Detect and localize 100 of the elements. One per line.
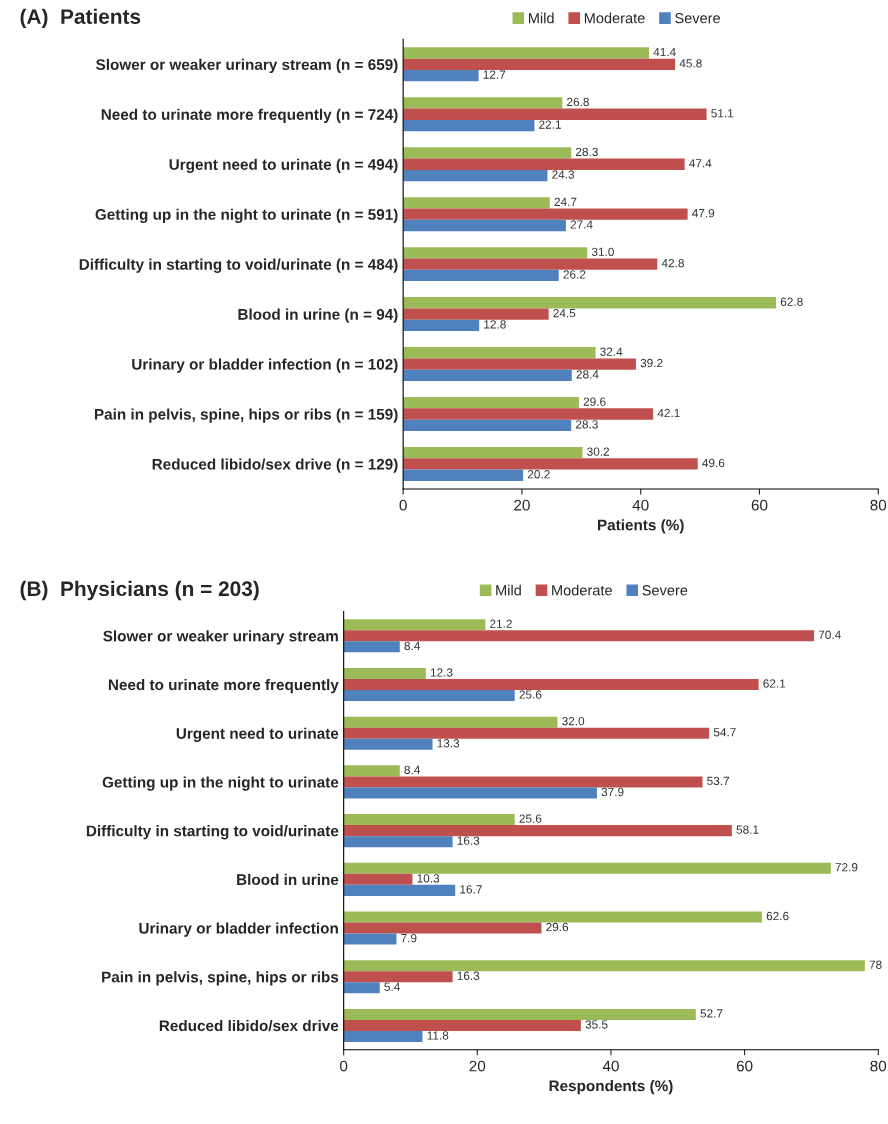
data-label: 25.6 [519, 814, 542, 823]
bar [403, 446, 583, 459]
legend-label: Mild [528, 12, 554, 24]
bar [343, 825, 732, 837]
y-tick-label: Reduced libido/sex drive [159, 1019, 339, 1032]
bar [343, 1030, 423, 1043]
bar [343, 836, 453, 848]
bar [403, 458, 698, 470]
y-tick-label: Urinary or bladder infection (n = 102) [132, 358, 398, 373]
data-label: 32.0 [562, 716, 585, 726]
x-axis-title: Respondents (%) [549, 1080, 673, 1095]
data-label: 26.8 [567, 97, 589, 107]
text: (A) Patients [20, 8, 141, 29]
bar [343, 690, 515, 702]
bar [343, 922, 542, 934]
bar [403, 47, 650, 59]
data-label: 16.3 [457, 971, 480, 980]
bar [403, 219, 566, 232]
x-tick-label: 0 [340, 1060, 348, 1072]
bar [403, 58, 676, 70]
bar [403, 369, 572, 382]
bar [403, 408, 654, 420]
data-label: 70.4 [818, 630, 841, 639]
legend-label: Moderate [584, 12, 645, 24]
data-label: 12.7 [483, 70, 506, 79]
y-tick-label: Getting up in the night to urinate [102, 776, 339, 791]
bar [343, 738, 433, 750]
data-label: 11.8 [427, 1031, 449, 1040]
legend-label: Severe [642, 585, 688, 596]
y-tick-label: Urgent need to urinate (n = 494) [169, 158, 398, 173]
data-label: 28.4 [576, 370, 599, 379]
data-label: 10.3 [417, 874, 440, 883]
y-tick-label: Pain in pelvis, spine, hips or ribs [102, 971, 339, 986]
y-tick-label: Blood in urine (n = 94) [238, 308, 398, 323]
bar [403, 297, 777, 309]
data-label: 12.8 [484, 320, 506, 329]
y-tick-label: Slower or weaker urinary stream (n = 659) [96, 58, 398, 74]
bar [403, 69, 479, 82]
bar [343, 873, 413, 885]
data-label: 12.3 [430, 668, 453, 677]
data-label: 30.2 [587, 447, 610, 456]
data-label: 26.2 [563, 270, 586, 279]
y-tick-label: Getting up in the night to urinate (n = 591) [95, 208, 398, 223]
y-tick-label: Difficulty in starting to void/urinate (n = 484) [79, 258, 398, 273]
x-tick-label: 40 [602, 1060, 619, 1072]
bar [343, 641, 400, 653]
data-label: 31.0 [591, 247, 614, 256]
data-label: 21.2 [490, 619, 512, 628]
bar [403, 347, 596, 359]
x-tick-label: 60 [751, 499, 768, 511]
legend-label: Severe [675, 13, 721, 24]
data-label: 29.6 [583, 397, 606, 406]
data-label: 29.6 [546, 922, 569, 932]
bar [403, 208, 688, 220]
data-label: 62.1 [763, 679, 786, 688]
bar [343, 765, 400, 777]
bar [403, 469, 524, 481]
data-label: 72.9 [835, 863, 858, 872]
bar [403, 158, 685, 170]
bar [403, 308, 549, 320]
bar [343, 787, 597, 799]
data-label: 32.4 [600, 347, 623, 356]
bar [343, 911, 762, 923]
bar [343, 716, 558, 728]
data-label: 78 [869, 960, 882, 969]
data-label: 45.8 [679, 59, 702, 68]
data-label: 8.4 [404, 765, 421, 775]
bar [403, 358, 636, 370]
data-label: 8.4 [404, 641, 421, 651]
bar [343, 679, 759, 691]
bar [403, 147, 572, 159]
text: (B) Physicians (n = 203) [20, 580, 259, 601]
data-label: 20.2 [527, 470, 550, 479]
bar [403, 397, 579, 409]
bar [343, 814, 515, 826]
bar [343, 776, 703, 788]
bar [343, 667, 426, 679]
y-tick-label: Slower or weaker urinary stream [103, 630, 338, 645]
x-axis-title: Patients (%) [598, 519, 684, 534]
data-label: 62.6 [766, 911, 789, 921]
x-tick-label: 60 [736, 1060, 753, 1072]
bar [343, 971, 453, 983]
x-tick-label: 80 [870, 499, 887, 511]
bar [403, 269, 559, 282]
data-label: 49.6 [702, 458, 725, 468]
bar [343, 960, 865, 972]
y-tick-label: Blood in urine [237, 873, 339, 886]
legend-label: Mild [496, 584, 521, 596]
bar [343, 619, 486, 631]
bar [343, 862, 831, 874]
x-tick-label: 40 [632, 499, 649, 511]
data-label: 5.4 [384, 982, 400, 991]
data-label: 58.1 [736, 825, 759, 834]
bar [403, 258, 658, 270]
data-label: 16.7 [460, 885, 482, 894]
y-tick-label: Difficulty in starting to void/urinate [86, 825, 339, 840]
bar [403, 119, 535, 132]
bar [403, 108, 707, 120]
data-label: 62.8 [780, 297, 803, 306]
bar [403, 197, 550, 209]
